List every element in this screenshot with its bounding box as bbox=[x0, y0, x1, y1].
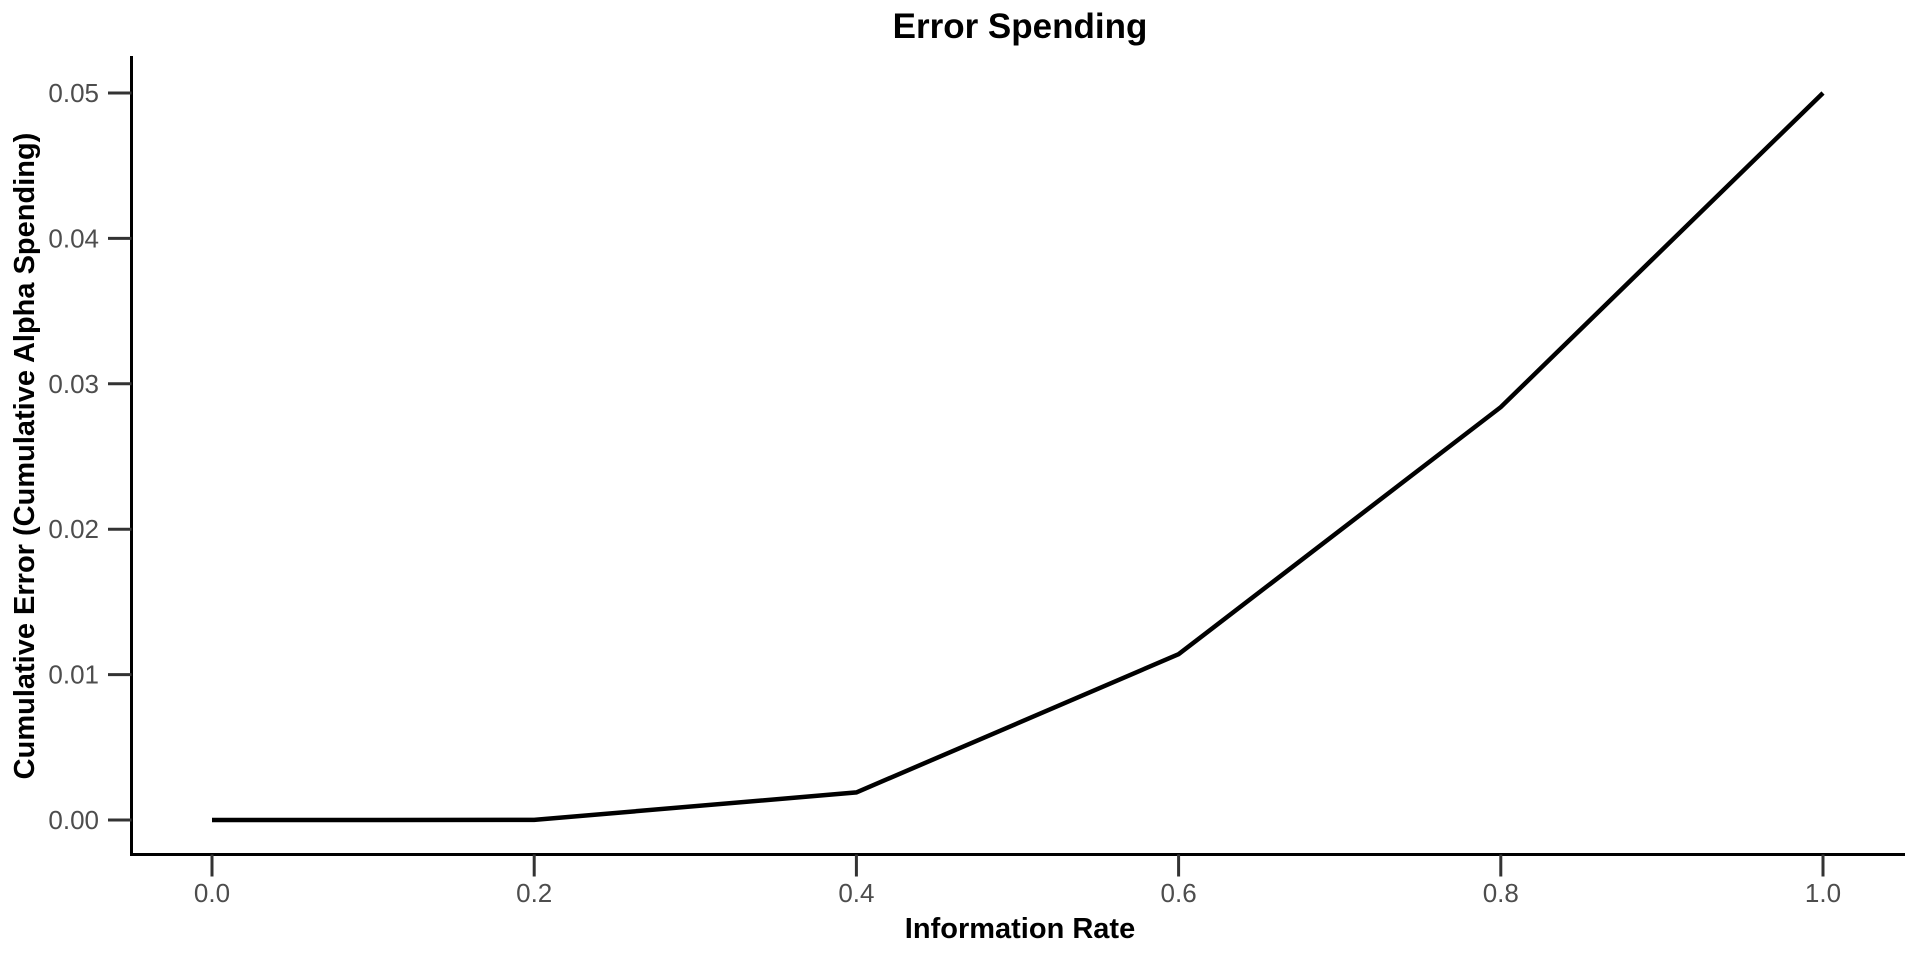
y-tick-label: 0.04 bbox=[48, 223, 99, 253]
y-tick-label: 0.05 bbox=[48, 78, 99, 108]
x-tick-label: 0.4 bbox=[838, 878, 874, 908]
y-tick-label: 0.02 bbox=[48, 514, 99, 544]
x-tick-label: 0.0 bbox=[194, 878, 230, 908]
x-tick-label: 0.2 bbox=[516, 878, 552, 908]
axes-layer bbox=[130, 56, 1905, 856]
chart-title: Error Spending bbox=[893, 7, 1148, 46]
x-tick-label: 1.0 bbox=[1805, 878, 1841, 908]
x-axis-title: Information Rate bbox=[905, 913, 1135, 945]
y-tick-label: 0.03 bbox=[48, 369, 99, 399]
x-tick-label: 0.8 bbox=[1483, 878, 1519, 908]
x-tick-label: 0.6 bbox=[1161, 878, 1197, 908]
ticks-layer bbox=[108, 91, 1825, 877]
y-axis-title: Cumulative Error (Cumulative Alpha Spend… bbox=[9, 133, 41, 780]
y-tick-label: 0.01 bbox=[48, 660, 99, 690]
cumulative-alpha-spending-line bbox=[211, 91, 1825, 823]
y-tick-label: 0.00 bbox=[48, 805, 99, 835]
tick-labels-layer: 0.0 0.2 0.4 0.6 0.8 1.0 0.00 0.01 0.02 0.03 0.04 0.… bbox=[48, 78, 1841, 908]
